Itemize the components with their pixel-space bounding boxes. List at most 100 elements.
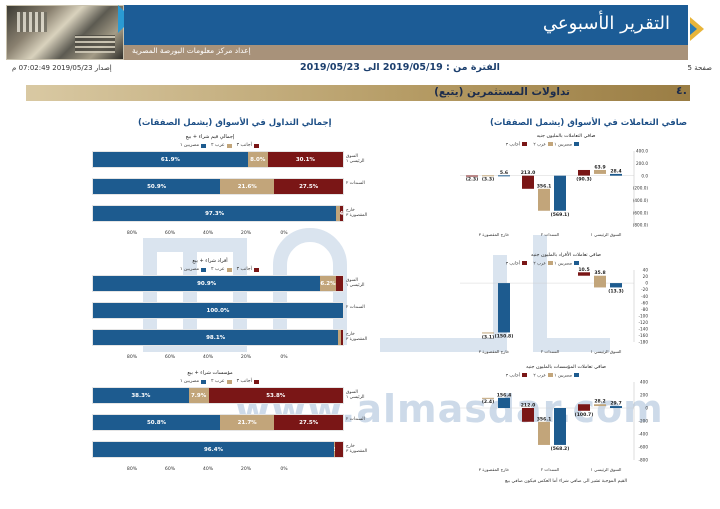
legend-label: أجانب ٣	[236, 267, 252, 272]
data-label: (100.7)	[575, 412, 594, 418]
legend-swatch	[574, 261, 579, 265]
footnote: القيم الموجبة تشير الى صافي شراء أما الع…	[504, 479, 628, 484]
bar-segment-egyptians: 50.9%	[93, 179, 221, 194]
panel-legend: أجانب ٣ عرب ٢ مصريين ١	[180, 143, 259, 148]
row-label: السندات ٢	[346, 181, 365, 186]
waterfall-bar	[482, 397, 494, 399]
y-tick-label: (200.0)	[633, 186, 649, 191]
axis-tick-label: 20%	[240, 231, 252, 236]
y-tick-label: -160	[638, 333, 648, 338]
y-tick-label: 20	[643, 274, 649, 279]
exchange-logo	[688, 5, 716, 60]
waterfall-bar	[610, 173, 622, 176]
legend-swatch	[548, 142, 553, 146]
legend-label: عرب ٢	[211, 379, 225, 384]
data-label: 28.4	[610, 168, 621, 174]
legend-label: مصريين ١	[180, 379, 200, 384]
data-label: (90.3)	[576, 177, 592, 183]
section-number: ٤.	[676, 84, 687, 97]
axis-tick-label: 0%	[280, 467, 288, 472]
data-label: (13.3)	[608, 288, 624, 294]
legend-swatch	[522, 261, 527, 265]
legend-label: أجانب ٣	[506, 372, 520, 379]
bar-segment-foreigners: 53.8%	[208, 388, 343, 403]
y-tick-label: 0.0	[641, 173, 648, 178]
report-period: الفترة من : 2019/05/19 الى 2019/05/23	[300, 62, 500, 73]
axis-tick-label: 40%	[202, 467, 214, 472]
header-subband: إعداد مركز معلومات البورصة المصرية	[124, 45, 690, 60]
legend-swatch	[226, 379, 232, 384]
legend-label: مصريين ١	[554, 143, 572, 148]
stacked-bar: 1.4%97.3%	[92, 205, 344, 222]
waterfall-bar	[578, 169, 590, 176]
row-label: السوق الرئيسي ١	[346, 390, 365, 400]
bar-segment-foreigners: 30.1%	[267, 152, 343, 167]
bar-segment-foreigners: 27.5%	[274, 415, 343, 430]
legend-item-foreigners: أجانب ٣	[237, 379, 259, 384]
waterfall-svg: صافي التعاملات بالمليون جنيه مصريين ١ عرب …	[460, 133, 649, 237]
legend-label: عرب ٢	[533, 374, 546, 379]
bar-segment-arabs	[338, 330, 341, 345]
chart-title: صافي تعاملات المؤسسات بالمليون جنيه	[526, 364, 606, 370]
x-category-label: السندات ٢	[541, 232, 559, 237]
stacked-bar: 6.2% 90.9%	[92, 275, 344, 292]
panel-title: إجمالي قيم شراء + بيع	[185, 134, 235, 140]
legend-label: مصريين ١	[554, 262, 572, 267]
legend-item-foreigners: أجانب ٣	[237, 143, 259, 148]
y-tick-label: 400	[640, 380, 648, 385]
legend-label: مصريين ١	[180, 267, 200, 272]
legend-swatch	[201, 379, 207, 384]
legend-item-foreigners: أجانب ٣	[237, 267, 259, 272]
x-category-label: السوق الرئيسي ١	[591, 349, 622, 354]
bar-segment-foreigners	[334, 442, 343, 457]
row-label: السوق الرئيسي ١	[346, 154, 365, 164]
legend-label: أجانب ٣	[236, 143, 252, 148]
bar-segment-egyptians: 50.8%	[93, 415, 220, 430]
legend-swatch	[226, 143, 232, 148]
x-category-label: السندات ٢	[541, 467, 559, 472]
legend-item-egyptians: مصريين ١	[180, 267, 207, 272]
legend-swatch	[548, 373, 553, 377]
axis-tick-label: 60%	[164, 231, 176, 236]
waterfall-bar	[482, 332, 494, 334]
panel-legend: أجانب ٣ عرب ٢ مصريين ١	[180, 379, 259, 384]
waterfall-svg: صافي تعاملات الأفراد بالمليون جنيه مصريين…	[460, 251, 649, 354]
waterfall-bar	[554, 408, 566, 445]
y-tick-label: 0	[645, 406, 648, 411]
axis-tick-label: 80%	[126, 355, 138, 360]
chart-title: صافي التعاملات بالمليون جنيه	[537, 133, 596, 139]
x-category-label: السوق الرئيسي ١	[591, 467, 622, 472]
legend-label: عرب ٢	[533, 262, 546, 267]
legend-swatch	[253, 379, 259, 384]
axis-tick-label: 60%	[164, 355, 176, 360]
waterfall-bar	[498, 397, 510, 408]
axis-tick-label: 20%	[240, 355, 252, 360]
percent-axis: 80% 60% 40% 20% 0%	[92, 467, 344, 473]
data-label: 29.7	[610, 401, 621, 407]
waterfall-bar	[610, 283, 622, 288]
legend-swatch	[574, 373, 579, 377]
data-label: 213.0	[521, 170, 536, 176]
legend-item-egyptians: مصريين ١	[180, 379, 207, 384]
logo-inner-triangle-icon	[690, 23, 697, 35]
waterfall-bar	[578, 404, 590, 411]
legend-swatch	[253, 143, 259, 148]
bar-segment-egyptians: 100.0%	[93, 303, 343, 318]
legend-label: مصريين ١	[180, 143, 200, 148]
bar-segment-arabs: 8.0%	[247, 152, 268, 167]
legend-swatch	[253, 267, 259, 272]
net-column-title: صافي التعاملات في الأسواق (يشمل الصفقات)	[490, 118, 688, 128]
legend-label: عرب ٢	[533, 143, 546, 148]
y-tick-label: -800	[638, 458, 648, 463]
axis-tick-label: 0%	[280, 355, 288, 360]
header-band: التقرير الأسبوعي	[124, 5, 690, 45]
y-tick-label: -400	[638, 432, 648, 437]
y-tick-label: (400.0)	[633, 198, 649, 203]
bar-segment-egyptians: 38.3%	[93, 388, 189, 403]
axis-tick-label: 80%	[126, 467, 138, 472]
row-label: خارج المقصورة ٣	[346, 332, 368, 342]
y-tick-label: (800.0)	[633, 223, 649, 228]
waterfall-bar	[578, 272, 590, 276]
waterfall-bar	[594, 404, 606, 407]
y-tick-label: -600	[638, 445, 648, 450]
